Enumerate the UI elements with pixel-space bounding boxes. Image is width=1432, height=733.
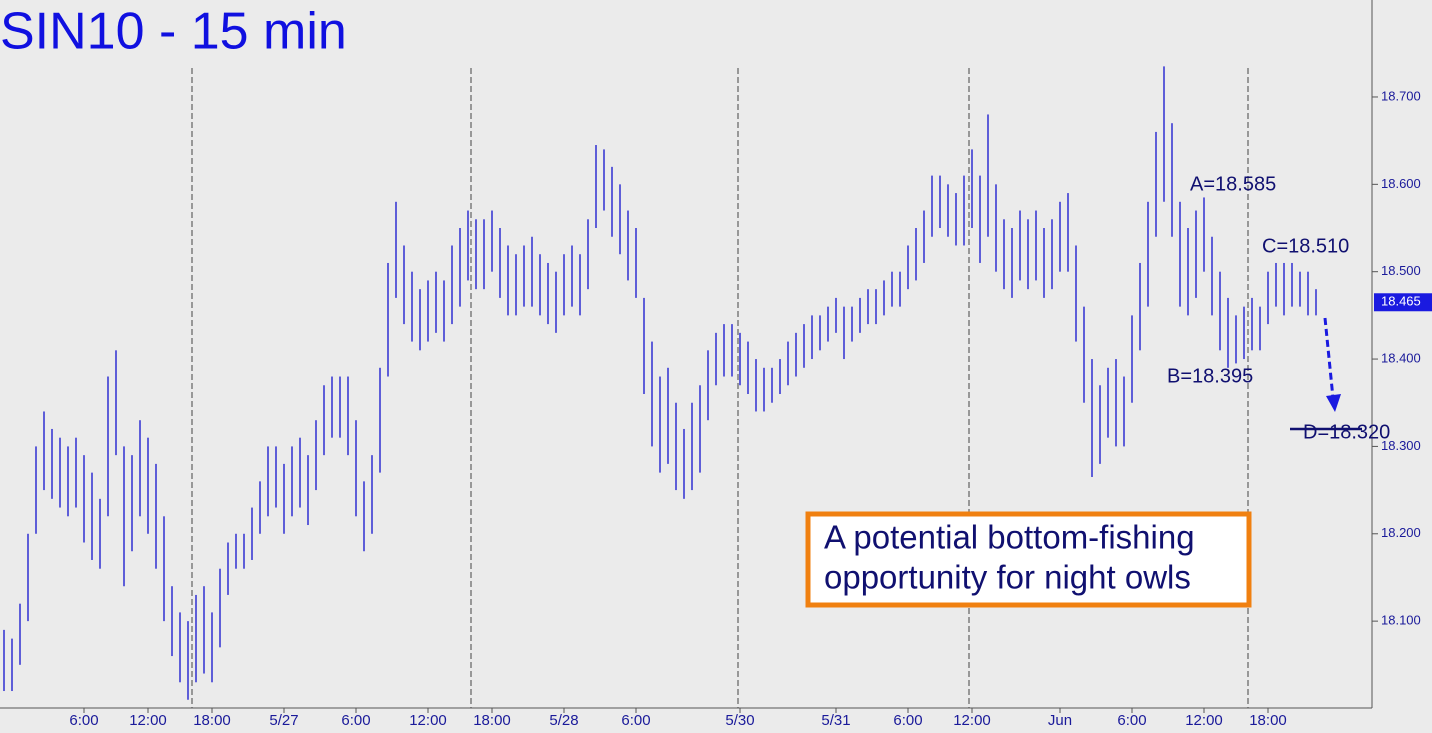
callout-text: opportunity for night owls xyxy=(824,559,1191,596)
x-tick-label: 12:00 xyxy=(1185,712,1223,729)
last-price-label: 18.465 xyxy=(1381,294,1421,309)
x-tick-label: 5/30 xyxy=(725,712,754,729)
y-tick-label: 18.100 xyxy=(1381,613,1421,628)
arrow-head xyxy=(1326,394,1341,412)
x-tick-label: 12:00 xyxy=(409,712,447,729)
x-tick-label: 18:00 xyxy=(193,712,231,729)
x-tick-label: 12:00 xyxy=(953,712,991,729)
callout-text: A potential bottom-fishing xyxy=(824,519,1195,556)
x-tick-label: 5/31 xyxy=(821,712,850,729)
annotation: A=18.585 xyxy=(1190,173,1276,195)
y-tick-label: 18.200 xyxy=(1381,525,1421,540)
x-tick-label: 5/27 xyxy=(269,712,298,729)
x-tick-label: 6:00 xyxy=(341,712,370,729)
x-tick-label: 6:00 xyxy=(893,712,922,729)
x-tick-label: 18:00 xyxy=(1249,712,1287,729)
last-price-box xyxy=(1374,293,1432,312)
y-tick-label: 18.600 xyxy=(1381,176,1421,191)
x-tick-label: 6:00 xyxy=(1117,712,1146,729)
y-tick-label: 18.400 xyxy=(1381,350,1421,365)
projection-arrow xyxy=(1323,317,1335,399)
x-tick-label: 18:00 xyxy=(473,712,511,729)
x-tick-label: 5/28 xyxy=(549,712,578,729)
annotation: B=18.395 xyxy=(1167,365,1253,387)
x-tick-label: 6:00 xyxy=(621,712,650,729)
x-tick-label: Jun xyxy=(1048,712,1072,729)
annotation: C=18.510 xyxy=(1262,235,1349,257)
x-tick-label: 12:00 xyxy=(129,712,167,729)
annotation: D=18.320 xyxy=(1303,421,1390,443)
x-tick-label: 6:00 xyxy=(69,712,98,729)
y-tick-label: 18.700 xyxy=(1381,88,1421,103)
chart-title: SIN10 - 15 min xyxy=(0,3,347,61)
y-tick-label: 18.300 xyxy=(1381,438,1421,453)
callout-box xyxy=(805,511,1252,608)
y-tick-label: 18.500 xyxy=(1381,263,1421,278)
